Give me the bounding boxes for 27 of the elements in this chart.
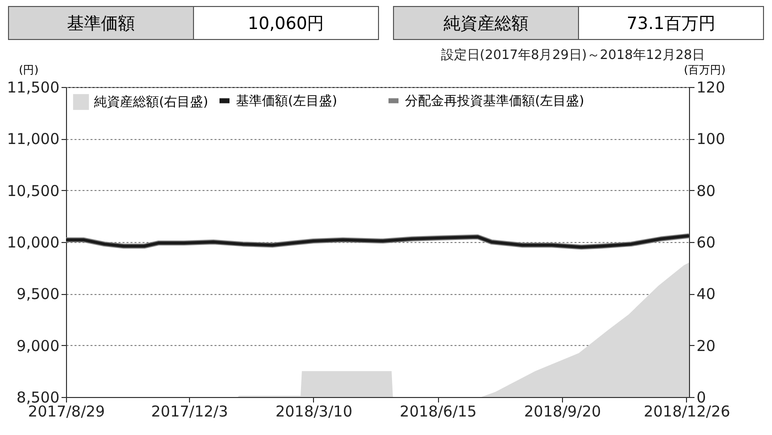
x-tick-label: 2017/12/3 (151, 402, 228, 420)
y-tick-label: 11,500 (7, 78, 60, 96)
y-tick-label: 8,500 (16, 388, 60, 406)
y2-tick-label: 20 (696, 336, 716, 355)
x-tick-label: 2018/3/10 (275, 402, 352, 420)
y2-axis-title: (百万円) (684, 64, 726, 76)
y-tick-label: 10,000 (7, 234, 60, 252)
y2-tick-label: 80 (696, 182, 716, 200)
x-tick-label: 2018/9/20 (524, 402, 602, 420)
y-tick-label: 10,500 (7, 182, 60, 200)
text: 純資産総額 (394, 7, 579, 39)
y-axis-title: (円) (18, 64, 38, 76)
y2-tick-label: 60 (696, 234, 716, 252)
legend-label: 純資産総額(右目盛) (94, 94, 208, 110)
text: 73.1百万円 (626, 12, 716, 36)
y2-tick-label: 120 (696, 78, 726, 96)
text: 基準価額 (9, 7, 194, 39)
text: 10,060円 (246, 12, 326, 36)
y2-tick-label: 40 (696, 285, 716, 304)
y2-tick-label: 100 (696, 130, 726, 148)
legend-label: 分配金再投資基準価額(左目盛) (405, 94, 584, 109)
y-tick-label: 11,000 (7, 130, 60, 148)
x-tick-label: 2018/6/15 (400, 402, 477, 420)
y-tick-label: 9,500 (16, 285, 60, 304)
y-tick-label: 9,000 (16, 336, 60, 355)
chart-subtitle: 設定日(2017年8月29日)～2018年12月28日 (440, 47, 705, 64)
legend-label: 基準価額(左目盛) (236, 94, 338, 109)
